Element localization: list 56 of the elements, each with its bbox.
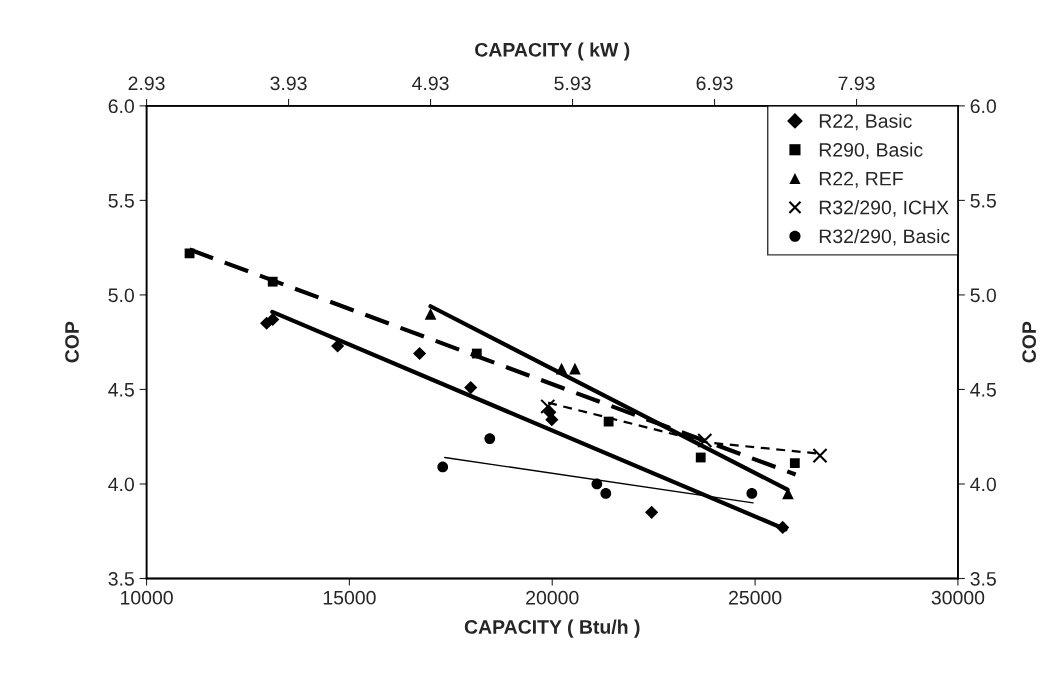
legend-label: R32/290, Basic: [819, 228, 950, 246]
point: [266, 312, 280, 327]
point: [267, 276, 278, 287]
point: [789, 458, 800, 469]
point: [437, 461, 449, 473]
point: [600, 488, 612, 499]
x2-tick-label: 4.93: [412, 76, 449, 91]
y2-tick-label: 3.5: [970, 571, 996, 586]
y-tick-label: 3.5: [108, 571, 134, 586]
y-axis-title: COP: [65, 321, 79, 363]
point: [471, 348, 482, 359]
x-tick-label: 15000: [323, 590, 376, 605]
point: [545, 413, 559, 427]
x2-tick-label: 5.93: [554, 76, 591, 91]
point: [424, 308, 437, 320]
x-tick-label: 25000: [729, 590, 782, 605]
y-tick-label: 6.0: [108, 99, 134, 114]
point: [591, 478, 603, 490]
point: [540, 398, 556, 415]
y2-axis-title: COP: [1022, 321, 1037, 363]
x-axis-title: CAPACITY ( Btu/h ): [464, 619, 640, 638]
point: [331, 339, 345, 353]
point: [697, 432, 713, 449]
x-tick-label: 30000: [931, 590, 985, 605]
y2-tick-label: 5.5: [970, 194, 996, 208]
y-tick-label: 5.5: [108, 194, 134, 208]
point: [812, 447, 828, 464]
legend-label: R22, Basic: [819, 113, 912, 131]
x2-tick-label: 7.93: [838, 76, 875, 91]
y-tick-label: 4.0: [108, 477, 134, 492]
y2-tick-label: 5.0: [970, 288, 996, 303]
point: [603, 416, 614, 427]
legend-label: R290, Basic: [819, 142, 923, 160]
x2-axis-title: CAPACITY ( kW ): [475, 42, 630, 61]
point: [645, 505, 659, 519]
legend-label: R32/290, ICHX: [819, 200, 949, 217]
point: [776, 520, 790, 535]
x-tick-label: 20000: [526, 590, 579, 605]
point: [555, 362, 568, 375]
y2-tick-label: 4.0: [970, 477, 996, 492]
x2-tick-label: 6.93: [696, 76, 733, 91]
point: [782, 487, 794, 500]
x2-tick-label: 3.93: [270, 76, 307, 91]
x2-tick-label: 2.93: [128, 76, 165, 91]
point: [695, 452, 706, 463]
point: [484, 433, 496, 444]
point: [184, 248, 195, 259]
point: [746, 488, 758, 499]
legend-label: R22, REF: [819, 171, 903, 188]
point: [464, 380, 478, 395]
y-tick-label: 5.0: [108, 288, 134, 303]
y2-tick-label: 4.5: [970, 383, 996, 397]
y2-tick-label: 6.0: [970, 99, 996, 114]
y-tick-label: 4.5: [108, 383, 134, 397]
x-tick-label: 10000: [121, 590, 173, 605]
point: [412, 346, 427, 361]
